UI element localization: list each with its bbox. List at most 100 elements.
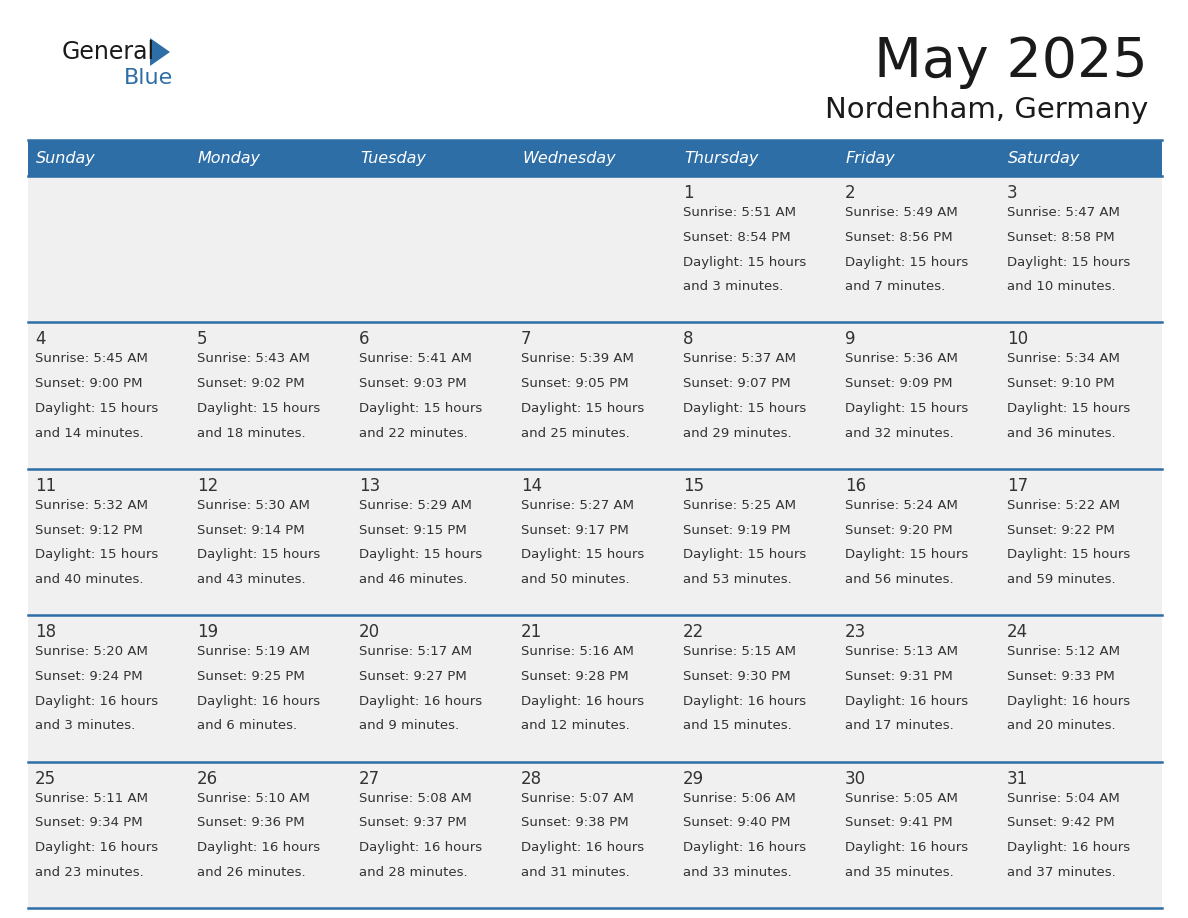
- Text: Sunset: 9:14 PM: Sunset: 9:14 PM: [197, 523, 304, 536]
- Text: Sunrise: 5:43 AM: Sunrise: 5:43 AM: [197, 353, 310, 365]
- Text: 31: 31: [1007, 769, 1029, 788]
- Text: Sunrise: 5:04 AM: Sunrise: 5:04 AM: [1007, 791, 1120, 804]
- Text: and 6 minutes.: and 6 minutes.: [197, 720, 297, 733]
- Text: and 12 minutes.: and 12 minutes.: [522, 720, 630, 733]
- Text: Sunset: 9:05 PM: Sunset: 9:05 PM: [522, 377, 628, 390]
- Bar: [838, 615, 1000, 762]
- Text: Sunrise: 5:24 AM: Sunrise: 5:24 AM: [845, 498, 958, 512]
- Bar: [190, 140, 352, 176]
- Text: Sunrise: 5:27 AM: Sunrise: 5:27 AM: [522, 498, 634, 512]
- Text: Sunrise: 5:05 AM: Sunrise: 5:05 AM: [845, 791, 958, 804]
- Text: Sunset: 8:54 PM: Sunset: 8:54 PM: [683, 230, 791, 244]
- Text: Sunset: 9:02 PM: Sunset: 9:02 PM: [197, 377, 304, 390]
- Text: 21: 21: [522, 623, 542, 641]
- Bar: [1000, 615, 1162, 762]
- Text: Daylight: 15 hours: Daylight: 15 hours: [1007, 255, 1130, 268]
- Bar: [352, 322, 514, 469]
- Text: 8: 8: [683, 330, 694, 349]
- Text: Sunset: 9:00 PM: Sunset: 9:00 PM: [34, 377, 143, 390]
- Text: Daylight: 16 hours: Daylight: 16 hours: [1007, 695, 1130, 708]
- Text: Daylight: 16 hours: Daylight: 16 hours: [522, 841, 644, 854]
- Text: General: General: [62, 40, 156, 64]
- Text: Sunday: Sunday: [36, 151, 96, 165]
- Text: Daylight: 15 hours: Daylight: 15 hours: [845, 548, 968, 561]
- Bar: [1000, 140, 1162, 176]
- Text: Sunrise: 5:22 AM: Sunrise: 5:22 AM: [1007, 498, 1120, 512]
- Text: Sunrise: 5:41 AM: Sunrise: 5:41 AM: [359, 353, 472, 365]
- Text: Daylight: 15 hours: Daylight: 15 hours: [1007, 548, 1130, 561]
- Text: Daylight: 16 hours: Daylight: 16 hours: [34, 841, 158, 854]
- Bar: [352, 469, 514, 615]
- Bar: [190, 469, 352, 615]
- Text: and 22 minutes.: and 22 minutes.: [359, 427, 468, 440]
- Text: and 10 minutes.: and 10 minutes.: [1007, 280, 1116, 293]
- Text: 17: 17: [1007, 476, 1028, 495]
- Text: Sunrise: 5:45 AM: Sunrise: 5:45 AM: [34, 353, 147, 365]
- Text: Sunset: 9:20 PM: Sunset: 9:20 PM: [845, 523, 953, 536]
- Text: Daylight: 16 hours: Daylight: 16 hours: [197, 841, 320, 854]
- Text: Sunset: 9:10 PM: Sunset: 9:10 PM: [1007, 377, 1114, 390]
- Text: 19: 19: [197, 623, 219, 641]
- Bar: [29, 176, 190, 322]
- Text: Daylight: 15 hours: Daylight: 15 hours: [683, 255, 807, 268]
- Text: 1: 1: [683, 184, 694, 202]
- Text: 7: 7: [522, 330, 531, 349]
- Text: and 50 minutes.: and 50 minutes.: [522, 573, 630, 586]
- Text: and 3 minutes.: and 3 minutes.: [34, 720, 135, 733]
- Text: Wednesday: Wednesday: [522, 151, 615, 165]
- Text: 3: 3: [1007, 184, 1018, 202]
- Text: Sunset: 9:31 PM: Sunset: 9:31 PM: [845, 670, 953, 683]
- Text: Sunset: 9:42 PM: Sunset: 9:42 PM: [1007, 816, 1114, 829]
- Text: Daylight: 16 hours: Daylight: 16 hours: [845, 841, 968, 854]
- Text: Sunrise: 5:13 AM: Sunrise: 5:13 AM: [845, 645, 958, 658]
- Text: and 31 minutes.: and 31 minutes.: [522, 866, 630, 879]
- Text: Friday: Friday: [846, 151, 896, 165]
- Text: May 2025: May 2025: [874, 35, 1148, 89]
- Text: and 15 minutes.: and 15 minutes.: [683, 720, 791, 733]
- Text: 14: 14: [522, 476, 542, 495]
- Text: Daylight: 16 hours: Daylight: 16 hours: [359, 695, 482, 708]
- Text: Sunrise: 5:25 AM: Sunrise: 5:25 AM: [683, 498, 796, 512]
- Bar: [29, 322, 190, 469]
- Text: and 14 minutes.: and 14 minutes.: [34, 427, 144, 440]
- Text: Nordenham, Germany: Nordenham, Germany: [824, 96, 1148, 124]
- Text: Sunset: 9:17 PM: Sunset: 9:17 PM: [522, 523, 628, 536]
- Text: 4: 4: [34, 330, 45, 349]
- Text: Daylight: 16 hours: Daylight: 16 hours: [683, 841, 807, 854]
- Text: Daylight: 15 hours: Daylight: 15 hours: [359, 548, 482, 561]
- Text: and 56 minutes.: and 56 minutes.: [845, 573, 954, 586]
- Text: 5: 5: [197, 330, 208, 349]
- Bar: [514, 615, 676, 762]
- Bar: [352, 762, 514, 908]
- Text: 30: 30: [845, 769, 866, 788]
- Text: 25: 25: [34, 769, 56, 788]
- Text: Sunset: 8:56 PM: Sunset: 8:56 PM: [845, 230, 953, 244]
- Bar: [838, 322, 1000, 469]
- Text: and 43 minutes.: and 43 minutes.: [197, 573, 305, 586]
- Bar: [190, 322, 352, 469]
- Text: Sunset: 9:36 PM: Sunset: 9:36 PM: [197, 816, 304, 829]
- Bar: [676, 140, 838, 176]
- Text: Daylight: 16 hours: Daylight: 16 hours: [522, 695, 644, 708]
- Text: and 23 minutes.: and 23 minutes.: [34, 866, 144, 879]
- Text: Sunrise: 5:10 AM: Sunrise: 5:10 AM: [197, 791, 310, 804]
- Text: Sunrise: 5:47 AM: Sunrise: 5:47 AM: [1007, 206, 1120, 219]
- Text: Sunset: 8:58 PM: Sunset: 8:58 PM: [1007, 230, 1114, 244]
- Text: Sunrise: 5:32 AM: Sunrise: 5:32 AM: [34, 498, 148, 512]
- Text: Sunrise: 5:07 AM: Sunrise: 5:07 AM: [522, 791, 634, 804]
- Text: Sunset: 9:40 PM: Sunset: 9:40 PM: [683, 816, 790, 829]
- Bar: [1000, 322, 1162, 469]
- Text: Sunrise: 5:29 AM: Sunrise: 5:29 AM: [359, 498, 472, 512]
- Bar: [514, 762, 676, 908]
- Bar: [1000, 469, 1162, 615]
- Bar: [676, 322, 838, 469]
- Text: Thursday: Thursday: [684, 151, 758, 165]
- Text: Sunrise: 5:06 AM: Sunrise: 5:06 AM: [683, 791, 796, 804]
- Text: Daylight: 16 hours: Daylight: 16 hours: [359, 841, 482, 854]
- Text: 20: 20: [359, 623, 380, 641]
- Text: Daylight: 15 hours: Daylight: 15 hours: [359, 402, 482, 415]
- Text: Daylight: 15 hours: Daylight: 15 hours: [845, 402, 968, 415]
- Text: and 59 minutes.: and 59 minutes.: [1007, 573, 1116, 586]
- Text: Daylight: 16 hours: Daylight: 16 hours: [683, 695, 807, 708]
- Text: Sunrise: 5:17 AM: Sunrise: 5:17 AM: [359, 645, 472, 658]
